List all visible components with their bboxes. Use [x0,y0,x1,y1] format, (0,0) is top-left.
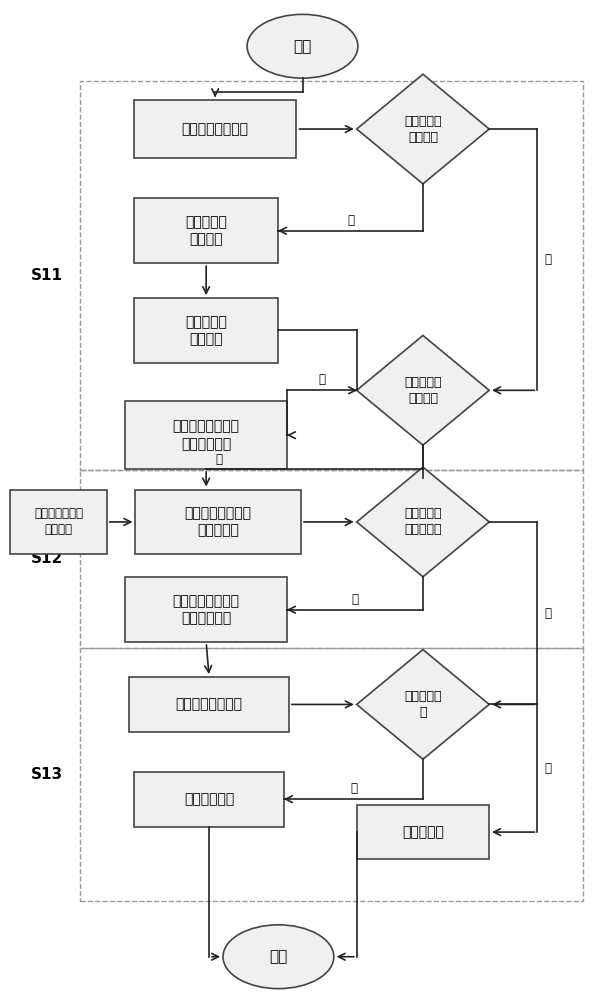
Text: 量测在航迹
邻近网格内: 量测在航迹 邻近网格内 [404,507,442,536]
Text: 对目标量测空间进
行网格划分: 对目标量测空间进 行网格划分 [185,506,252,538]
Polygon shape [357,650,489,759]
Text: 接收到新量测数据: 接收到新量测数据 [182,122,249,136]
Ellipse shape [223,925,334,989]
FancyBboxPatch shape [357,805,489,859]
Polygon shape [357,74,489,184]
Text: 是: 是 [352,593,359,606]
Text: S13: S13 [30,767,63,782]
Polygon shape [357,335,489,445]
Text: 否: 否 [544,253,552,266]
Text: 在跟踪波门
内: 在跟踪波门 内 [404,690,442,719]
Text: 计算航迹与量测数
据的欧式距离: 计算航迹与量测数 据的欧式距离 [172,594,240,625]
FancyBboxPatch shape [136,490,301,554]
Ellipse shape [247,14,358,78]
FancyBboxPatch shape [10,490,106,554]
FancyBboxPatch shape [125,577,287,642]
FancyBboxPatch shape [134,298,278,363]
FancyBboxPatch shape [134,100,296,158]
Text: 否: 否 [544,762,552,775]
Text: 是否有身份
特征信息: 是否有身份 特征信息 [404,115,442,144]
FancyBboxPatch shape [134,198,278,263]
Polygon shape [357,467,489,577]
FancyBboxPatch shape [125,401,287,469]
FancyBboxPatch shape [129,677,289,732]
Text: 是: 是 [319,373,325,386]
Text: 开始: 开始 [293,39,312,54]
Text: S11: S11 [31,268,62,283]
Text: 记录量测数据: 记录量测数据 [184,792,234,806]
Text: 否: 否 [215,453,222,466]
Text: 是: 是 [347,214,354,227]
Text: 计算航迹跟踪波门: 计算航迹跟踪波门 [175,697,243,711]
Text: 否: 否 [544,607,552,620]
Text: 按形状，大小，对
称度进行分类: 按形状，大小，对 称度进行分类 [172,420,240,451]
Text: 按敌我属性
进行分类: 按敌我属性 进行分类 [185,315,227,346]
Text: 是否有属性
特征信息: 是否有属性 特征信息 [404,376,442,405]
Text: 结束: 结束 [269,949,287,964]
Text: 起始新航迹: 起始新航迹 [402,825,444,839]
Text: S12: S12 [30,551,63,566]
Text: 是: 是 [350,782,357,795]
FancyBboxPatch shape [134,772,284,827]
Text: 按空海属性
进行分类: 按空海属性 进行分类 [185,215,227,246]
Text: 类别相同的已有
目标航迹: 类别相同的已有 目标航迹 [34,507,83,536]
